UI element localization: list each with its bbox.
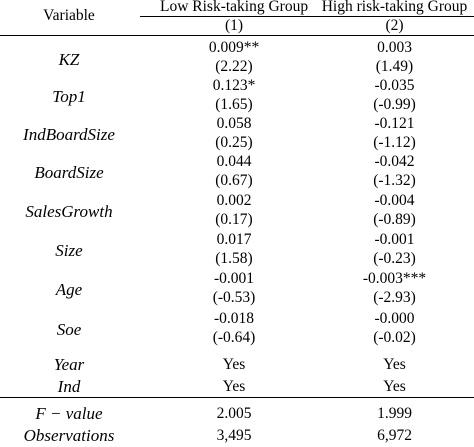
row-label: BoardSize bbox=[34, 163, 104, 182]
tstat-cell: (-0.64) bbox=[212, 329, 256, 346]
col2-title: High risk-taking Group bbox=[321, 0, 468, 15]
tstat-cell: (0.25) bbox=[215, 134, 253, 151]
stats-top-rule bbox=[0, 397, 474, 398]
coef-cell: 0.002 bbox=[216, 192, 252, 209]
coef-cell: -0.001 bbox=[374, 231, 415, 248]
control-label: Year bbox=[53, 355, 85, 374]
tstat-cell: (-2.93) bbox=[373, 289, 416, 306]
coef-cell: -0.121 bbox=[374, 115, 415, 132]
col1-title: Low Risk-taking Group bbox=[160, 0, 309, 15]
tstat-cell: (0.17) bbox=[215, 211, 253, 228]
coef-cell: -0.018 bbox=[213, 310, 255, 327]
coef-cell: -0.004 bbox=[374, 192, 415, 209]
coef-cell: 0.017 bbox=[216, 231, 252, 248]
stat-cell: 1.999 bbox=[377, 405, 412, 422]
stat-cell: 2.005 bbox=[216, 405, 252, 422]
row-label: Size bbox=[55, 241, 83, 260]
control-label: Ind bbox=[57, 377, 81, 396]
tstat-cell: (-0.23) bbox=[373, 250, 416, 267]
coef-cell: 0.003 bbox=[377, 39, 412, 56]
tstat-cell: (-0.53) bbox=[212, 289, 256, 306]
stat-cell: 6,972 bbox=[377, 427, 412, 444]
control-cell: Yes bbox=[222, 378, 246, 395]
coef-cell: 0.044 bbox=[216, 153, 252, 170]
coef-cell: 0.123* bbox=[212, 77, 256, 94]
coef-cell: -0.042 bbox=[374, 153, 415, 170]
col2-number: (2) bbox=[385, 17, 404, 34]
tstat-cell: (-1.12) bbox=[373, 134, 416, 151]
tstat-cell: (2.22) bbox=[215, 58, 253, 75]
stat-label: Observations bbox=[23, 426, 115, 445]
control-cell: Yes bbox=[222, 356, 246, 373]
control-cell: Yes bbox=[383, 378, 406, 395]
tstat-cell: (0.67) bbox=[215, 172, 253, 189]
coef-cell: -0.001 bbox=[213, 270, 255, 287]
coef-cell: 0.058 bbox=[216, 115, 252, 132]
coef-cell: -0.035 bbox=[374, 77, 415, 94]
control-cell: Yes bbox=[383, 356, 406, 373]
tstat-cell: (1.58) bbox=[215, 250, 253, 267]
row-label: Soe bbox=[56, 320, 82, 339]
row-label: Top1 bbox=[52, 87, 86, 106]
tstat-cell: (-0.02) bbox=[373, 329, 416, 346]
tstat-cell: (-0.99) bbox=[373, 96, 416, 113]
row-label: KZ bbox=[58, 50, 80, 69]
tstat-cell: (1.49) bbox=[375, 58, 414, 75]
tstat-cell: (1.65) bbox=[215, 96, 253, 113]
row-label: Age bbox=[55, 280, 83, 299]
coef-cell: 0.009** bbox=[208, 39, 260, 56]
tstat-cell: (-0.89) bbox=[373, 211, 416, 228]
stat-label: F − value bbox=[35, 404, 103, 423]
coef-cell: -0.000 bbox=[374, 310, 415, 327]
col1-number: (1) bbox=[224, 17, 244, 34]
row-label: IndBoardSize bbox=[23, 125, 115, 144]
row-label: SalesGrowth bbox=[25, 202, 113, 221]
tstat-cell: (-1.32) bbox=[373, 172, 416, 189]
variable-header: Variable bbox=[43, 7, 95, 24]
header-rule bbox=[140, 16, 474, 17]
header-bottom-rule bbox=[0, 35, 474, 36]
coef-cell: -0.003*** bbox=[362, 270, 427, 287]
stat-cell: 3,495 bbox=[216, 427, 252, 444]
